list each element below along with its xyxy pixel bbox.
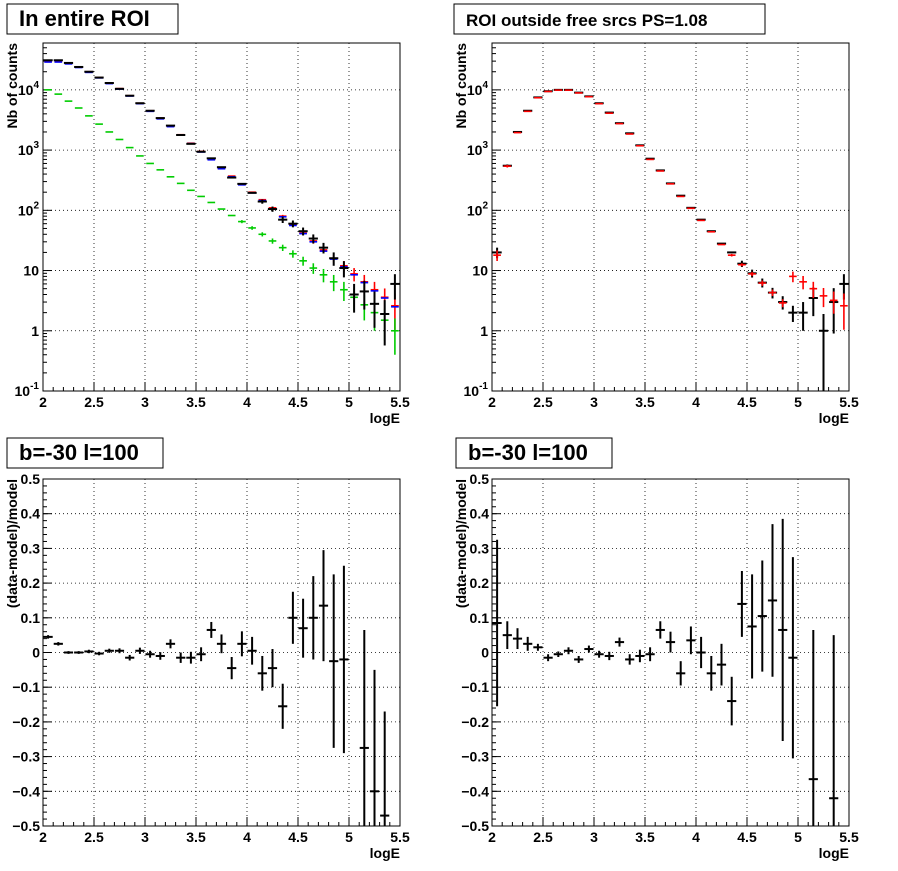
y-tick-label: 0.3: [21, 540, 41, 556]
x-tick-label: 3.5: [635, 829, 655, 845]
y-tick-label: 0.5: [21, 471, 41, 487]
x-tick-label: 4.5: [288, 829, 308, 845]
plot-frame: [491, 478, 850, 827]
x-tick-label: 4: [243, 394, 251, 410]
y-tick-label: 0.3: [470, 540, 490, 556]
y-tick-label: 10: [472, 263, 488, 279]
y-tick-label: −0.1: [12, 679, 40, 695]
y-axis-label: Nb of counts: [453, 43, 469, 129]
x-tick-label: 2: [488, 829, 496, 845]
x-tick-label: 3.5: [186, 394, 206, 410]
y-tick-label: 104: [467, 80, 489, 98]
x-tick-label: 3.5: [635, 394, 655, 410]
y-axis-label: (data-model)/model: [4, 479, 20, 608]
plot-frame: [42, 478, 401, 827]
x-tick-label: 4.5: [288, 394, 308, 410]
series: [493, 89, 848, 330]
series: [492, 518, 839, 826]
x-tick-label: 5: [345, 829, 353, 845]
panel-title: b=-30 l=100: [468, 440, 588, 465]
x-tick-label: 5.5: [390, 394, 410, 410]
x-tick-label: 3.5: [186, 829, 206, 845]
title-box: [453, 3, 766, 35]
y-axis-label: (data-model)/model: [453, 479, 469, 608]
y-tick-label: 103: [18, 140, 40, 158]
y-tick-label: −0.1: [461, 679, 489, 695]
y-tick-label: 1: [31, 323, 39, 339]
y-tick-label: 10-1: [15, 381, 40, 399]
y-tick-label: 103: [467, 140, 489, 158]
series: [44, 89, 399, 355]
y-tick-label: −0.4: [461, 783, 489, 799]
series: [43, 59, 400, 346]
panel-title: ROI outside free srcs PS=1.08: [466, 11, 707, 30]
y-tick-label: 0.2: [470, 575, 490, 591]
x-tick-label: 2.5: [84, 829, 104, 845]
y-tick-label: 0.5: [470, 471, 490, 487]
x-tick-label: 2.5: [84, 394, 104, 410]
y-tick-label: 102: [467, 200, 489, 218]
panel-title: b=-30 l=100: [19, 440, 139, 465]
x-tick-label: 4.5: [737, 829, 757, 845]
y-tick-label: 1: [480, 323, 488, 339]
x-tick-label: 2: [39, 829, 47, 845]
series: [43, 550, 390, 826]
y-tick-label: 10-1: [464, 381, 489, 399]
series: [44, 61, 399, 308]
title-box: [6, 3, 179, 35]
x-tick-label: 4.5: [737, 394, 757, 410]
x-tick-label: 5: [794, 829, 802, 845]
title-box: [455, 437, 613, 469]
y-tick-label: 10: [23, 263, 39, 279]
panel-residuals-right: b=-30 l=100 2 2.5 3 3.5 4 4.5 5 5.5 −0.5 −0.4 −0.3 −…: [453, 437, 859, 861]
panel-counts-outside-free-srcs: ROI outside free srcs PS=1.08 2 2.5 3 3.5 4 4.…: [453, 3, 859, 426]
x-axis-label: logE: [819, 410, 849, 426]
y-tick-label: 0.1: [470, 610, 490, 626]
x-tick-label: 2.5: [533, 829, 553, 845]
x-tick-label: 4: [692, 394, 700, 410]
y-tick-label: −0.2: [461, 714, 489, 730]
y-tick-label: 0: [32, 645, 40, 661]
panel-counts-entire-roi: In entire ROI 2 2.5 3 3.5 4 4.5 5 5.5 10-1 1 10 102 1…: [4, 3, 410, 426]
x-tick-label: 5: [794, 394, 802, 410]
x-tick-label: 2: [39, 394, 47, 410]
y-tick-label: 104: [18, 80, 40, 98]
x-tick-label: 5.5: [839, 394, 859, 410]
x-axis-label: logE: [370, 410, 400, 426]
y-tick-label: 0: [481, 645, 489, 661]
y-tick-label: 102: [18, 200, 40, 218]
x-tick-label: 4: [692, 829, 700, 845]
x-tick-label: 3: [590, 829, 598, 845]
x-tick-label: 3: [141, 829, 149, 845]
y-tick-label: −0.2: [12, 714, 40, 730]
y-tick-label: −0.3: [461, 749, 489, 765]
y-tick-label: −0.5: [12, 818, 40, 834]
panel-residuals-left: b=-30 l=100 2 2.5 3 3.5 4 4.5 5 5.5 −0.5 −0.4 −0.3 −…: [4, 437, 410, 861]
title-box: [6, 437, 164, 469]
x-axis-label: logE: [819, 845, 849, 861]
y-axis-label: Nb of counts: [4, 43, 20, 129]
x-axis-label: logE: [370, 845, 400, 861]
x-tick-label: 2: [488, 394, 496, 410]
x-tick-label: 5.5: [390, 829, 410, 845]
y-tick-label: 0.2: [21, 575, 41, 591]
x-tick-label: 2.5: [533, 394, 553, 410]
y-tick-label: 0.1: [21, 610, 41, 626]
x-tick-label: 3: [141, 394, 149, 410]
x-tick-label: 3: [590, 394, 598, 410]
panel-title: In entire ROI: [19, 6, 150, 31]
y-tick-label: 0.4: [470, 506, 490, 522]
plot-frame: [42, 42, 401, 392]
y-tick-label: 0.4: [21, 506, 41, 522]
y-tick-label: −0.4: [12, 783, 40, 799]
y-tick-label: −0.5: [461, 818, 489, 834]
plot-frame: [491, 42, 850, 392]
x-tick-label: 4: [243, 829, 251, 845]
x-tick-label: 5: [345, 394, 353, 410]
series: [492, 88, 849, 391]
x-tick-label: 5.5: [839, 829, 859, 845]
y-tick-label: −0.3: [12, 749, 40, 765]
